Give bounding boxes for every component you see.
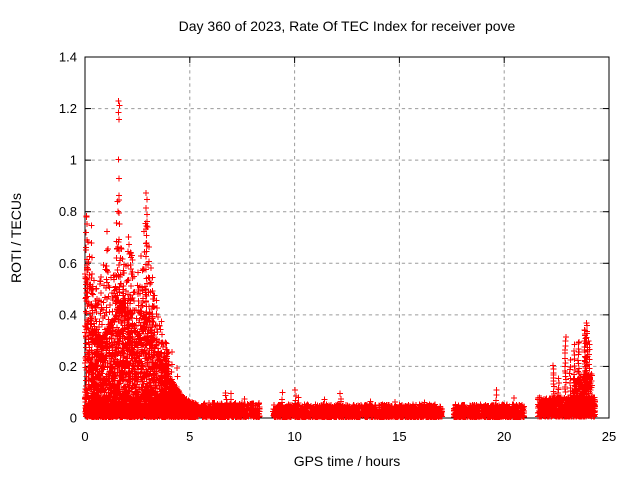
- y-tick-label: 0.2: [59, 359, 77, 374]
- grid-lines: [85, 57, 609, 418]
- y-tick-label: 0.6: [59, 256, 77, 271]
- x-tick-label: 25: [602, 429, 616, 444]
- y-tick-label: 1: [70, 153, 77, 168]
- y-tick-label: 0.8: [59, 204, 77, 219]
- y-tick-label: 1.2: [59, 101, 77, 116]
- x-tick-label: 0: [81, 429, 88, 444]
- x-axis-label: GPS time / hours: [294, 453, 401, 469]
- y-tick-label: 0: [70, 411, 77, 426]
- x-tick-label: 10: [287, 429, 301, 444]
- y-tick-label: 1.4: [59, 50, 77, 65]
- data-points: [82, 98, 598, 420]
- chart-title: Day 360 of 2023, Rate Of TEC Index for r…: [179, 18, 516, 34]
- x-tick-label: 15: [392, 429, 406, 444]
- x-tick-label: 5: [186, 429, 193, 444]
- y-axis-label: ROTI / TECUs: [8, 193, 24, 283]
- y-tick-label: 0.4: [59, 307, 77, 322]
- tick-labels: 0 5 10 15 20 25 0 0.2 0.4 0.6 0.8 1 1.2 1.4: [59, 50, 616, 445]
- x-tick-label: 20: [497, 429, 511, 444]
